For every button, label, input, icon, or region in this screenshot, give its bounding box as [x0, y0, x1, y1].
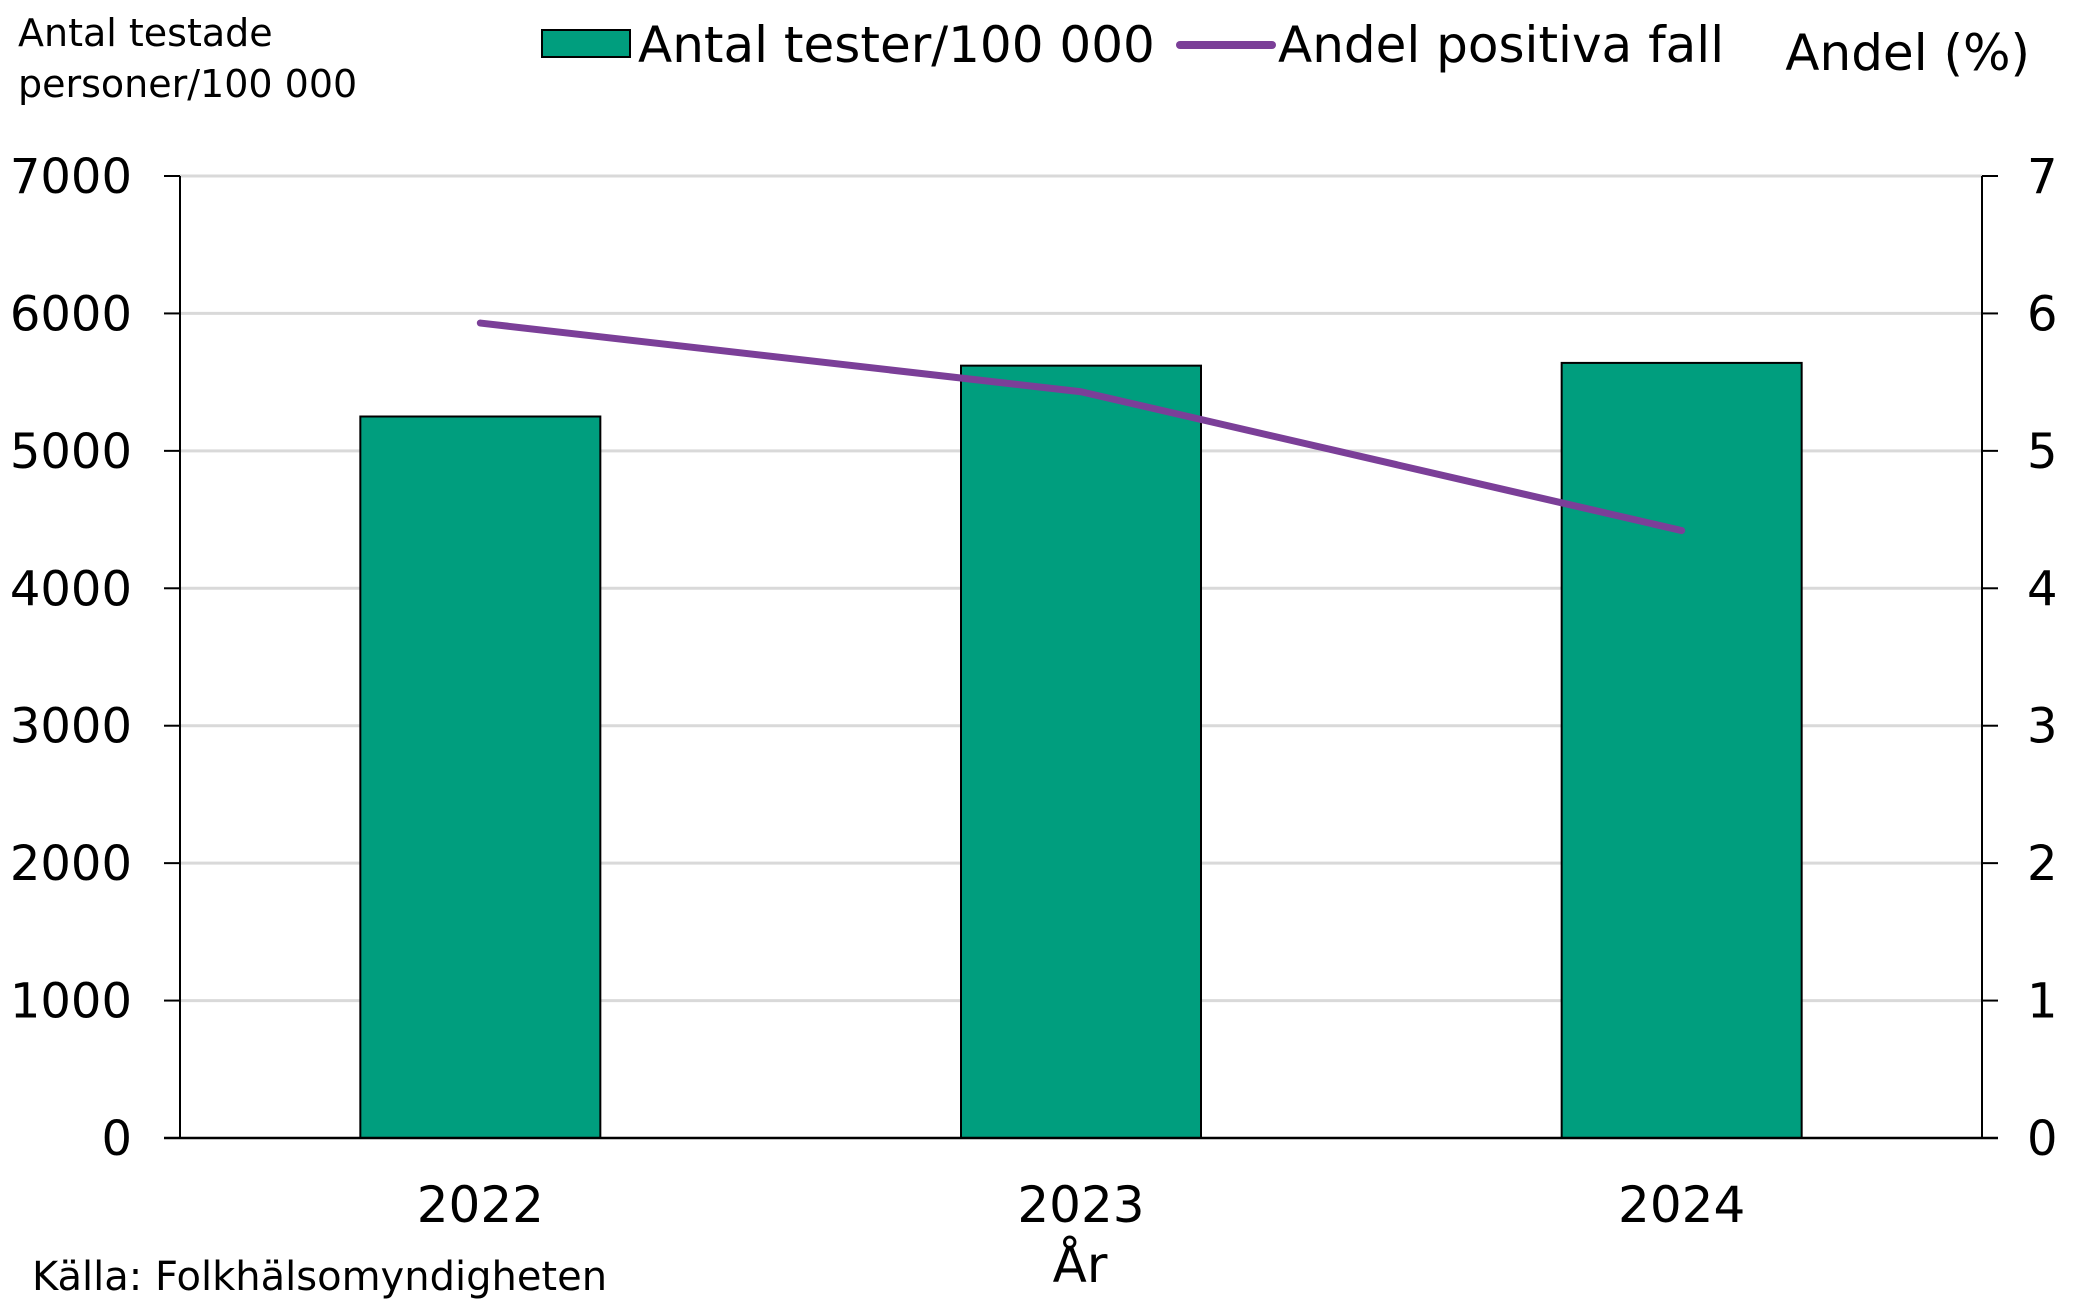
left-tick-label: 0 — [101, 1111, 132, 1167]
legend: Antal tester/100 000 Andel positiva fall — [542, 16, 1724, 74]
right-tick-label: 6 — [2027, 286, 2058, 342]
right-tick-label: 2 — [2027, 836, 2058, 892]
left-axis-title-line2: personer/100 000 — [18, 62, 357, 106]
right-tick-label: 3 — [2027, 699, 2058, 755]
bar-series — [360, 363, 1801, 1138]
left-tick-label: 1000 — [10, 974, 132, 1030]
left-tick-label: 6000 — [10, 286, 132, 342]
right-axis-title: Andel (%) — [1785, 24, 2030, 82]
legend-label-bar: Antal tester/100 000 — [638, 16, 1155, 74]
left-tick-label: 4000 — [10, 561, 132, 617]
left-tick-label: 3000 — [10, 699, 132, 755]
bar — [360, 417, 600, 1139]
category-label: 2024 — [1618, 1176, 1745, 1234]
right-tick-label: 1 — [2027, 974, 2058, 1030]
category-label: 2023 — [1017, 1176, 1144, 1234]
left-axis-title-line1: Antal testade — [18, 11, 273, 55]
legend-swatch-bar — [542, 30, 630, 57]
left-tick-label: 7000 — [10, 149, 132, 205]
category-label: 2022 — [417, 1176, 544, 1234]
bar — [1562, 363, 1802, 1138]
right-tick-label: 0 — [2027, 1111, 2058, 1167]
left-tick-label: 2000 — [10, 836, 132, 892]
left-tick-label: 5000 — [10, 424, 132, 480]
right-tick-label: 5 — [2027, 424, 2058, 480]
right-tick-label: 7 — [2027, 149, 2058, 205]
bar — [961, 366, 1201, 1138]
source-note: Källa: Folkhälsomyndigheten — [32, 1254, 607, 1300]
x-axis-title: År — [1053, 1236, 1108, 1294]
legend-label-line: Andel positiva fall — [1278, 16, 1724, 74]
right-tick-label: 4 — [2027, 561, 2058, 617]
